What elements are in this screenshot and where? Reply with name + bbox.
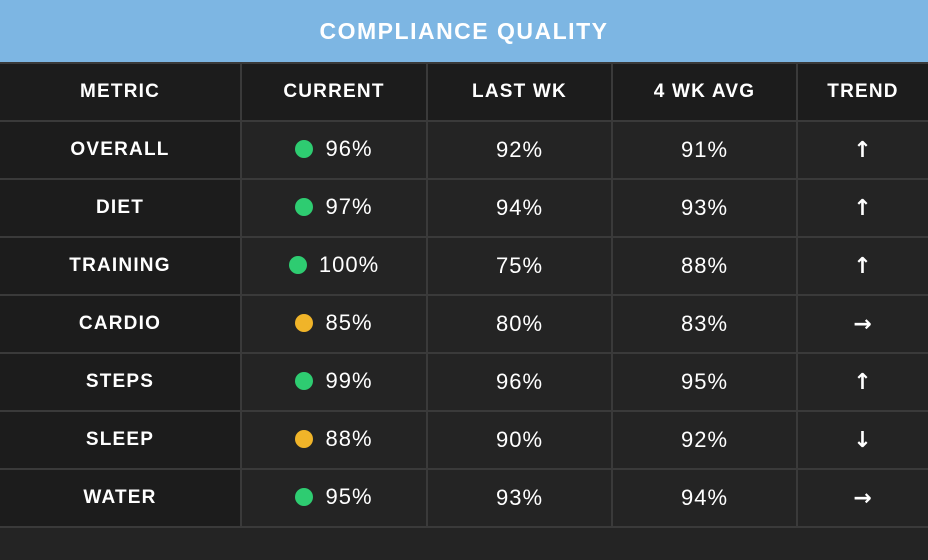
current-value: 85% [325, 310, 373, 335]
status-dot-icon [295, 140, 314, 158]
last-wk-value: 96% [426, 352, 613, 412]
status-dot-icon [295, 430, 314, 448]
current-value: 88% [325, 426, 373, 451]
last-wk-value: 75% [426, 236, 613, 296]
current-cell: 96% [240, 120, 428, 180]
metric-label: TRAINING [0, 236, 242, 296]
status-dot-icon [295, 314, 314, 332]
avg-4wk-value: 94% [611, 468, 798, 528]
table-row: OVERALL 96% 92% 91% ↑ [0, 120, 928, 180]
title-bar: COMPLIANCE QUALITY [0, 0, 928, 62]
column-header-metric: METRIC [0, 62, 242, 122]
avg-4wk-value: 92% [611, 410, 798, 470]
metric-label: WATER [0, 468, 242, 528]
status-dot-icon [295, 372, 314, 390]
page-title: COMPLIANCE QUALITY [319, 17, 609, 44]
trend-cell: ↑ [796, 120, 928, 180]
last-wk-value: 92% [426, 120, 613, 180]
avg-4wk-value: 93% [611, 178, 798, 238]
metric-label: CARDIO [0, 294, 242, 354]
current-value: 99% [325, 368, 373, 393]
status-dot-icon [295, 198, 314, 216]
current-value-group: 100% [288, 252, 380, 278]
arrow-up-icon: ↑ [853, 196, 873, 221]
table-row: SLEEP 88% 90% 92% ↓ [0, 410, 928, 470]
status-dot-icon [295, 488, 314, 506]
metric-label: DIET [0, 178, 242, 238]
metric-label: SLEEP [0, 410, 242, 470]
arrow-up-icon: ↑ [853, 254, 873, 279]
avg-4wk-value: 91% [611, 120, 798, 180]
arrow-down-icon: ↓ [853, 428, 873, 453]
arrow-up-icon: ↑ [853, 370, 873, 395]
current-cell: 99% [240, 352, 428, 412]
arrow-up-icon: ↑ [853, 138, 873, 163]
table-row: TRAINING 100% 75% 88% ↑ [0, 236, 928, 296]
current-cell: 100% [240, 236, 428, 296]
trend-cell: ↑ [796, 352, 928, 412]
status-dot-icon [288, 256, 307, 274]
trend-cell: → [796, 468, 928, 528]
current-value-group: 97% [295, 194, 372, 220]
table-row: DIET 97% 94% 93% ↑ [0, 178, 928, 238]
metric-label: STEPS [0, 352, 242, 412]
trend-cell: → [796, 294, 928, 354]
column-header-trend: TREND [796, 62, 928, 122]
current-value-group: 95% [295, 484, 372, 510]
column-header-4wk-avg: 4 WK AVG [611, 62, 798, 122]
current-value: 97% [325, 194, 373, 219]
table-row: WATER 95% 93% 94% → [0, 468, 928, 528]
current-value-group: 96% [295, 136, 372, 162]
last-wk-value: 90% [426, 410, 613, 470]
current-cell: 88% [240, 410, 428, 470]
compliance-table: METRIC CURRENT LAST WK 4 WK AVG TREND OV… [0, 62, 928, 528]
column-header-last-wk: LAST WK [426, 62, 613, 122]
last-wk-value: 94% [426, 178, 613, 238]
last-wk-value: 80% [426, 294, 613, 354]
current-value-group: 85% [295, 310, 372, 336]
avg-4wk-value: 88% [611, 236, 798, 296]
current-cell: 85% [240, 294, 428, 354]
current-value: 96% [325, 136, 373, 161]
column-header-current: CURRENT [240, 62, 428, 122]
trend-cell: ↓ [796, 410, 928, 470]
trend-cell: ↑ [796, 178, 928, 238]
current-value: 100% [318, 252, 380, 277]
current-cell: 95% [240, 468, 428, 528]
current-value: 95% [325, 484, 373, 509]
avg-4wk-value: 83% [611, 294, 798, 354]
current-value-group: 99% [295, 368, 372, 394]
last-wk-value: 93% [426, 468, 613, 528]
trend-cell: ↑ [796, 236, 928, 296]
table-row: STEPS 99% 96% 95% ↑ [0, 352, 928, 412]
current-value-group: 88% [295, 426, 372, 452]
current-cell: 97% [240, 178, 428, 238]
arrow-right-icon: → [853, 312, 873, 337]
avg-4wk-value: 95% [611, 352, 798, 412]
table-row: CARDIO 85% 80% 83% → [0, 294, 928, 354]
header-row: METRIC CURRENT LAST WK 4 WK AVG TREND [0, 62, 928, 122]
arrow-right-icon: → [853, 486, 873, 511]
metric-label: OVERALL [0, 120, 242, 180]
